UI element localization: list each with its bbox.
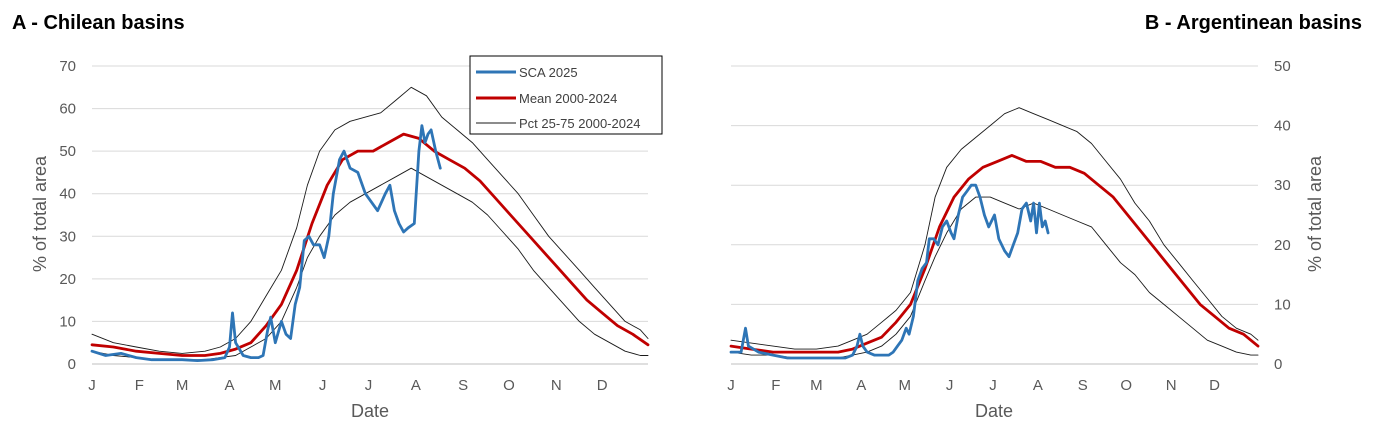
panel-a-series-upper	[91, 86, 649, 354]
panel-b-y-tick-label: 20	[1274, 237, 1291, 254]
panel-a-x-tick-label: F	[135, 377, 144, 394]
panel-a-y-tick-label: 20	[59, 271, 76, 288]
panel-a-y-tick-label: 50	[59, 143, 76, 160]
panel-b-x-tick-label: D	[1209, 377, 1220, 394]
legend: SCA 2025 Mean 2000-2024 Pct 25-75 2000-2…	[469, 55, 663, 135]
panel-a-series-lower	[91, 167, 649, 361]
panel-b-y-tick-label: 30	[1274, 177, 1291, 194]
panel-b-y-tick-label: 40	[1274, 118, 1291, 135]
panel-a-x-tick-label: J	[88, 377, 96, 394]
panel-b-x-tick-label: A	[1033, 377, 1043, 394]
panel-b-series-mean	[729, 154, 1260, 354]
panel-b-y-tick-label: 0	[1274, 356, 1282, 373]
panel-b-x-tick-label: J	[946, 377, 954, 394]
panel-a-x-tick-label: A	[224, 377, 234, 394]
panel-b-series-upper	[730, 107, 1259, 350]
panel-b-x-tick-label: J	[727, 377, 735, 394]
panel-b-y-tick-label: 50	[1274, 58, 1291, 75]
panel-a-x-tick-label: O	[503, 377, 515, 394]
panel-b-x-tick-label: S	[1078, 377, 1088, 394]
panel-a-y-tick-label: 40	[59, 186, 76, 203]
panel-a-x-tick-label: M	[176, 377, 189, 394]
panel-a-x-tick-label: J	[319, 377, 327, 394]
panel-a-x-tick-label: J	[365, 377, 373, 394]
panel-a-y-tick-label: 10	[59, 313, 76, 330]
legend-label-sca-2025: SCA 2025	[519, 65, 578, 80]
panel-b-x-tick-label: M	[898, 377, 911, 394]
panel-a-title: A - Chilean basins	[12, 12, 185, 34]
panel-a-x-tick-label: A	[411, 377, 421, 394]
panel-a-y-tick-label: 60	[59, 101, 76, 118]
panel-b-x-tick-label: J	[989, 377, 997, 394]
panel-a-x-tick-label: S	[458, 377, 468, 394]
panel-argentinean-basins: B - Argentinean basins 0 10 20 30 40 50 J F M A M…	[727, 12, 1362, 421]
panel-a-x-tick-label: N	[551, 377, 562, 394]
panel-a-series-current	[90, 124, 442, 362]
panel-a-y-axis-title: % of total area	[30, 155, 50, 272]
panel-b-x-tick-label: F	[771, 377, 780, 394]
legend-label-mean: Mean 2000-2024	[519, 91, 617, 106]
panel-b-x-axis-title: Date	[975, 401, 1013, 421]
panel-a-x-tick-label: M	[269, 377, 282, 394]
panel-a-x-axis-title: Date	[351, 401, 389, 421]
panel-b-x-tick-label: A	[856, 377, 866, 394]
panel-a-series-mean	[90, 132, 650, 357]
panel-a-y-tick-label: 30	[59, 228, 76, 245]
panel-a-y-tick-label: 0	[68, 356, 76, 373]
legend-label-pct: Pct 25-75 2000-2024	[519, 116, 640, 131]
panel-a-y-tick-label: 70	[59, 58, 76, 75]
panel-b-x-tick-label: N	[1166, 377, 1177, 394]
panel-b-series-current	[729, 183, 1050, 360]
panel-chilean-basins: A - Chilean basins 0 10 20 30 40 50 60 70 J F M A M…	[12, 12, 663, 421]
panel-b-x-tick-label: O	[1120, 377, 1132, 394]
legend-box	[469, 55, 663, 135]
panel-b-y-axis-title: % of total area	[1305, 155, 1325, 272]
panel-b-title: B - Argentinean basins	[1145, 12, 1362, 34]
panel-a-x-tick-label: D	[597, 377, 608, 394]
panel-b-y-tick-label: 10	[1274, 296, 1291, 313]
panel-b-x-tick-label: M	[810, 377, 823, 394]
